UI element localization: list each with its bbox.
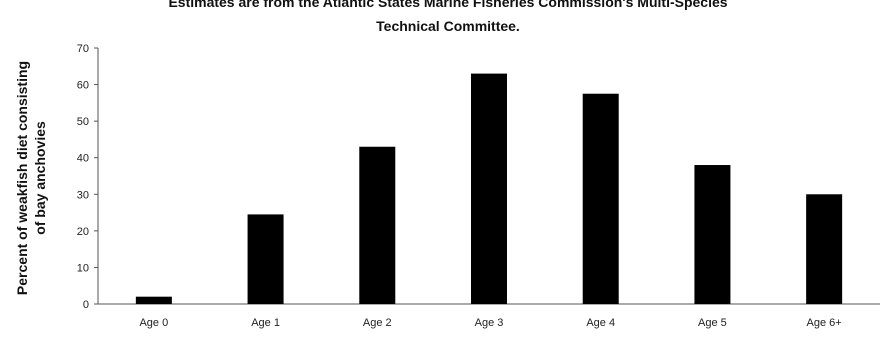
bar-age-2 (359, 146, 396, 304)
y-axis-label-line-1: Percent of weakfish diet consisting (14, 61, 30, 295)
bar-age-6 (806, 194, 843, 304)
y-axis-label-line-2: of bay anchovies (32, 121, 48, 235)
chart-title: Estimates are from the Atlantic States M… (168, 0, 727, 34)
x-tick-label: Age 0 (139, 317, 168, 329)
bar-age-3 (471, 73, 507, 304)
y-axis-ticks: 0 10 20 30 40 50 60 70 (77, 43, 98, 311)
chart-title-line-1: Estimates are from the Atlantic States M… (168, 0, 727, 10)
y-tick-label: 60 (77, 80, 89, 92)
x-tick-label: Age 1 (251, 317, 280, 329)
y-tick-label: 70 (77, 43, 89, 55)
y-tick-label: 0 (83, 299, 89, 311)
bar-age-1 (247, 214, 284, 304)
x-tick-label: Age 5 (698, 317, 727, 329)
x-axis-ticks: Age 0 Age 1 Age 2 Age 3 Age 4 Age 5 Age 6+ (139, 317, 841, 329)
y-tick-label: 50 (77, 116, 89, 128)
bars-group (135, 73, 843, 304)
y-tick-label: 30 (77, 189, 89, 201)
bar-age-5 (694, 165, 731, 304)
y-axis-label: Percent of weakfish diet consisting of b… (14, 61, 48, 295)
bar-age-4 (582, 93, 619, 304)
y-tick-label: 20 (77, 226, 89, 238)
x-tick-label: Age 6+ (807, 317, 842, 329)
y-tick-label: 40 (77, 153, 89, 165)
x-tick-label: Age 3 (475, 317, 504, 329)
x-tick-label: Age 2 (363, 317, 392, 329)
x-tick-label: Age 4 (586, 317, 615, 329)
bar-age-0 (135, 296, 172, 304)
y-tick-label: 10 (77, 262, 89, 274)
chart-title-line-2: Technical Committee. (376, 18, 520, 34)
